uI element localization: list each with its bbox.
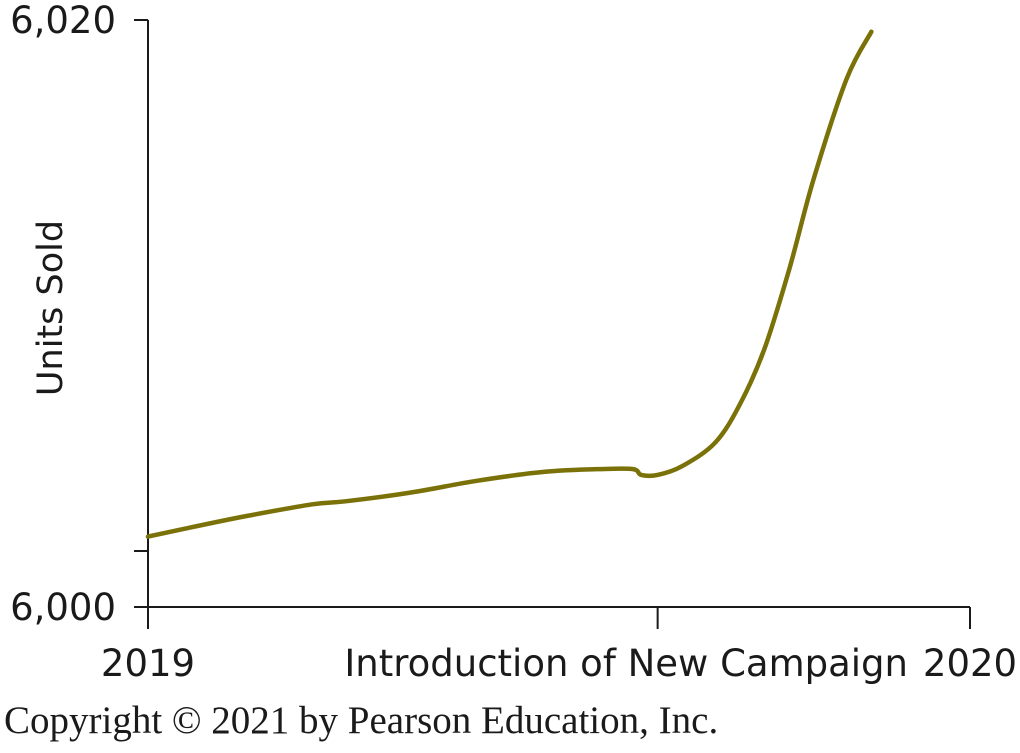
- x-tick-label: Introduction of New Campaign: [344, 642, 908, 685]
- x-tick-label: 2020: [923, 642, 1017, 685]
- y-tick-label: 6,020: [10, 0, 116, 42]
- chart-area: 6,020 6,000 2019 Introduction of New Campa…: [10, 0, 1017, 685]
- units-sold-line: [145, 29, 874, 539]
- y-tick-label: 6,000: [10, 586, 116, 629]
- copyright-notice: Copyright © 2021 by Pearson Education, I…: [4, 699, 719, 742]
- x-tick-label: 2019: [101, 642, 195, 685]
- y-axis-title: Units Sold: [31, 220, 71, 396]
